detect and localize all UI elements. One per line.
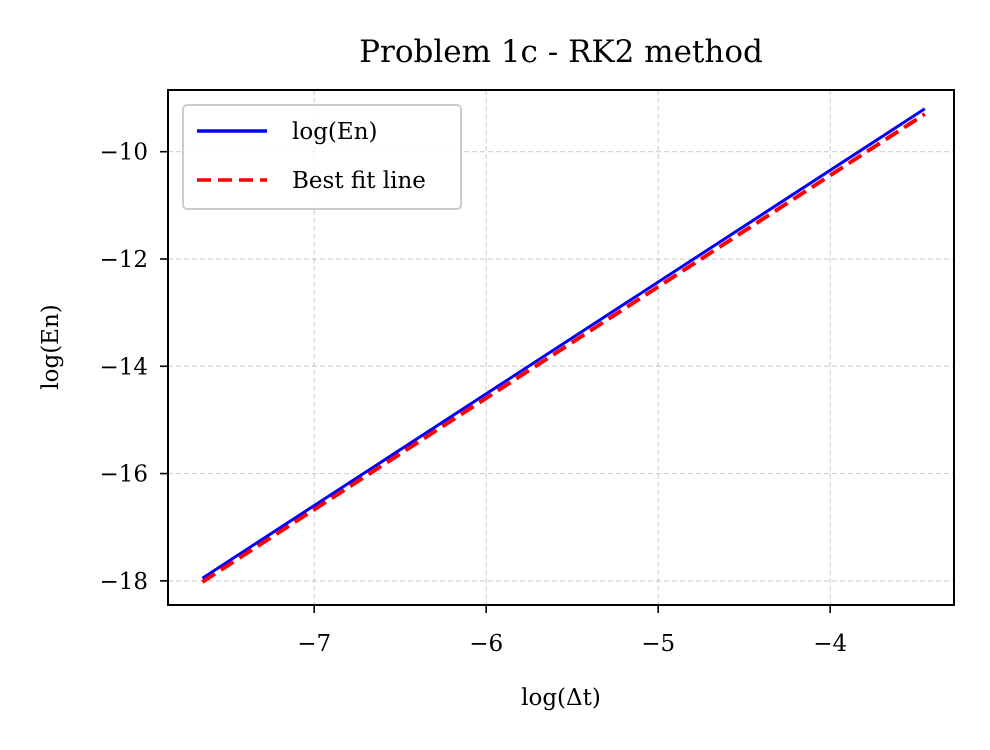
x-axis-label: log(Δt) bbox=[521, 685, 601, 711]
y-tick-label: −18 bbox=[99, 569, 148, 595]
ticks-layer: −7 −6 −5 −4 −18 −16 −14 −12 −10 bbox=[99, 140, 847, 657]
legend: log(En) Best fit line bbox=[182, 104, 462, 210]
x-tick-label: −6 bbox=[469, 631, 503, 657]
y-tick-label: −14 bbox=[99, 354, 148, 380]
chart-title: Problem 1c - RK2 method bbox=[359, 34, 763, 70]
log-en-series-line bbox=[201, 107, 926, 580]
x-tick-label: −5 bbox=[641, 631, 675, 657]
legend-label-1: Best fit line bbox=[292, 168, 426, 194]
y-tick-label: −12 bbox=[99, 247, 148, 273]
series-layer bbox=[201, 107, 926, 584]
x-tick-label: −7 bbox=[297, 631, 331, 657]
y-tick-label: −10 bbox=[99, 140, 148, 166]
x-tick-label: −4 bbox=[813, 631, 847, 657]
plot-frame bbox=[167, 89, 955, 606]
y-tick-label: −16 bbox=[99, 462, 148, 488]
best-fit-series-line bbox=[201, 112, 926, 584]
legend-label-0: log(En) bbox=[292, 119, 377, 145]
y-axis-label: log(En) bbox=[38, 304, 64, 389]
